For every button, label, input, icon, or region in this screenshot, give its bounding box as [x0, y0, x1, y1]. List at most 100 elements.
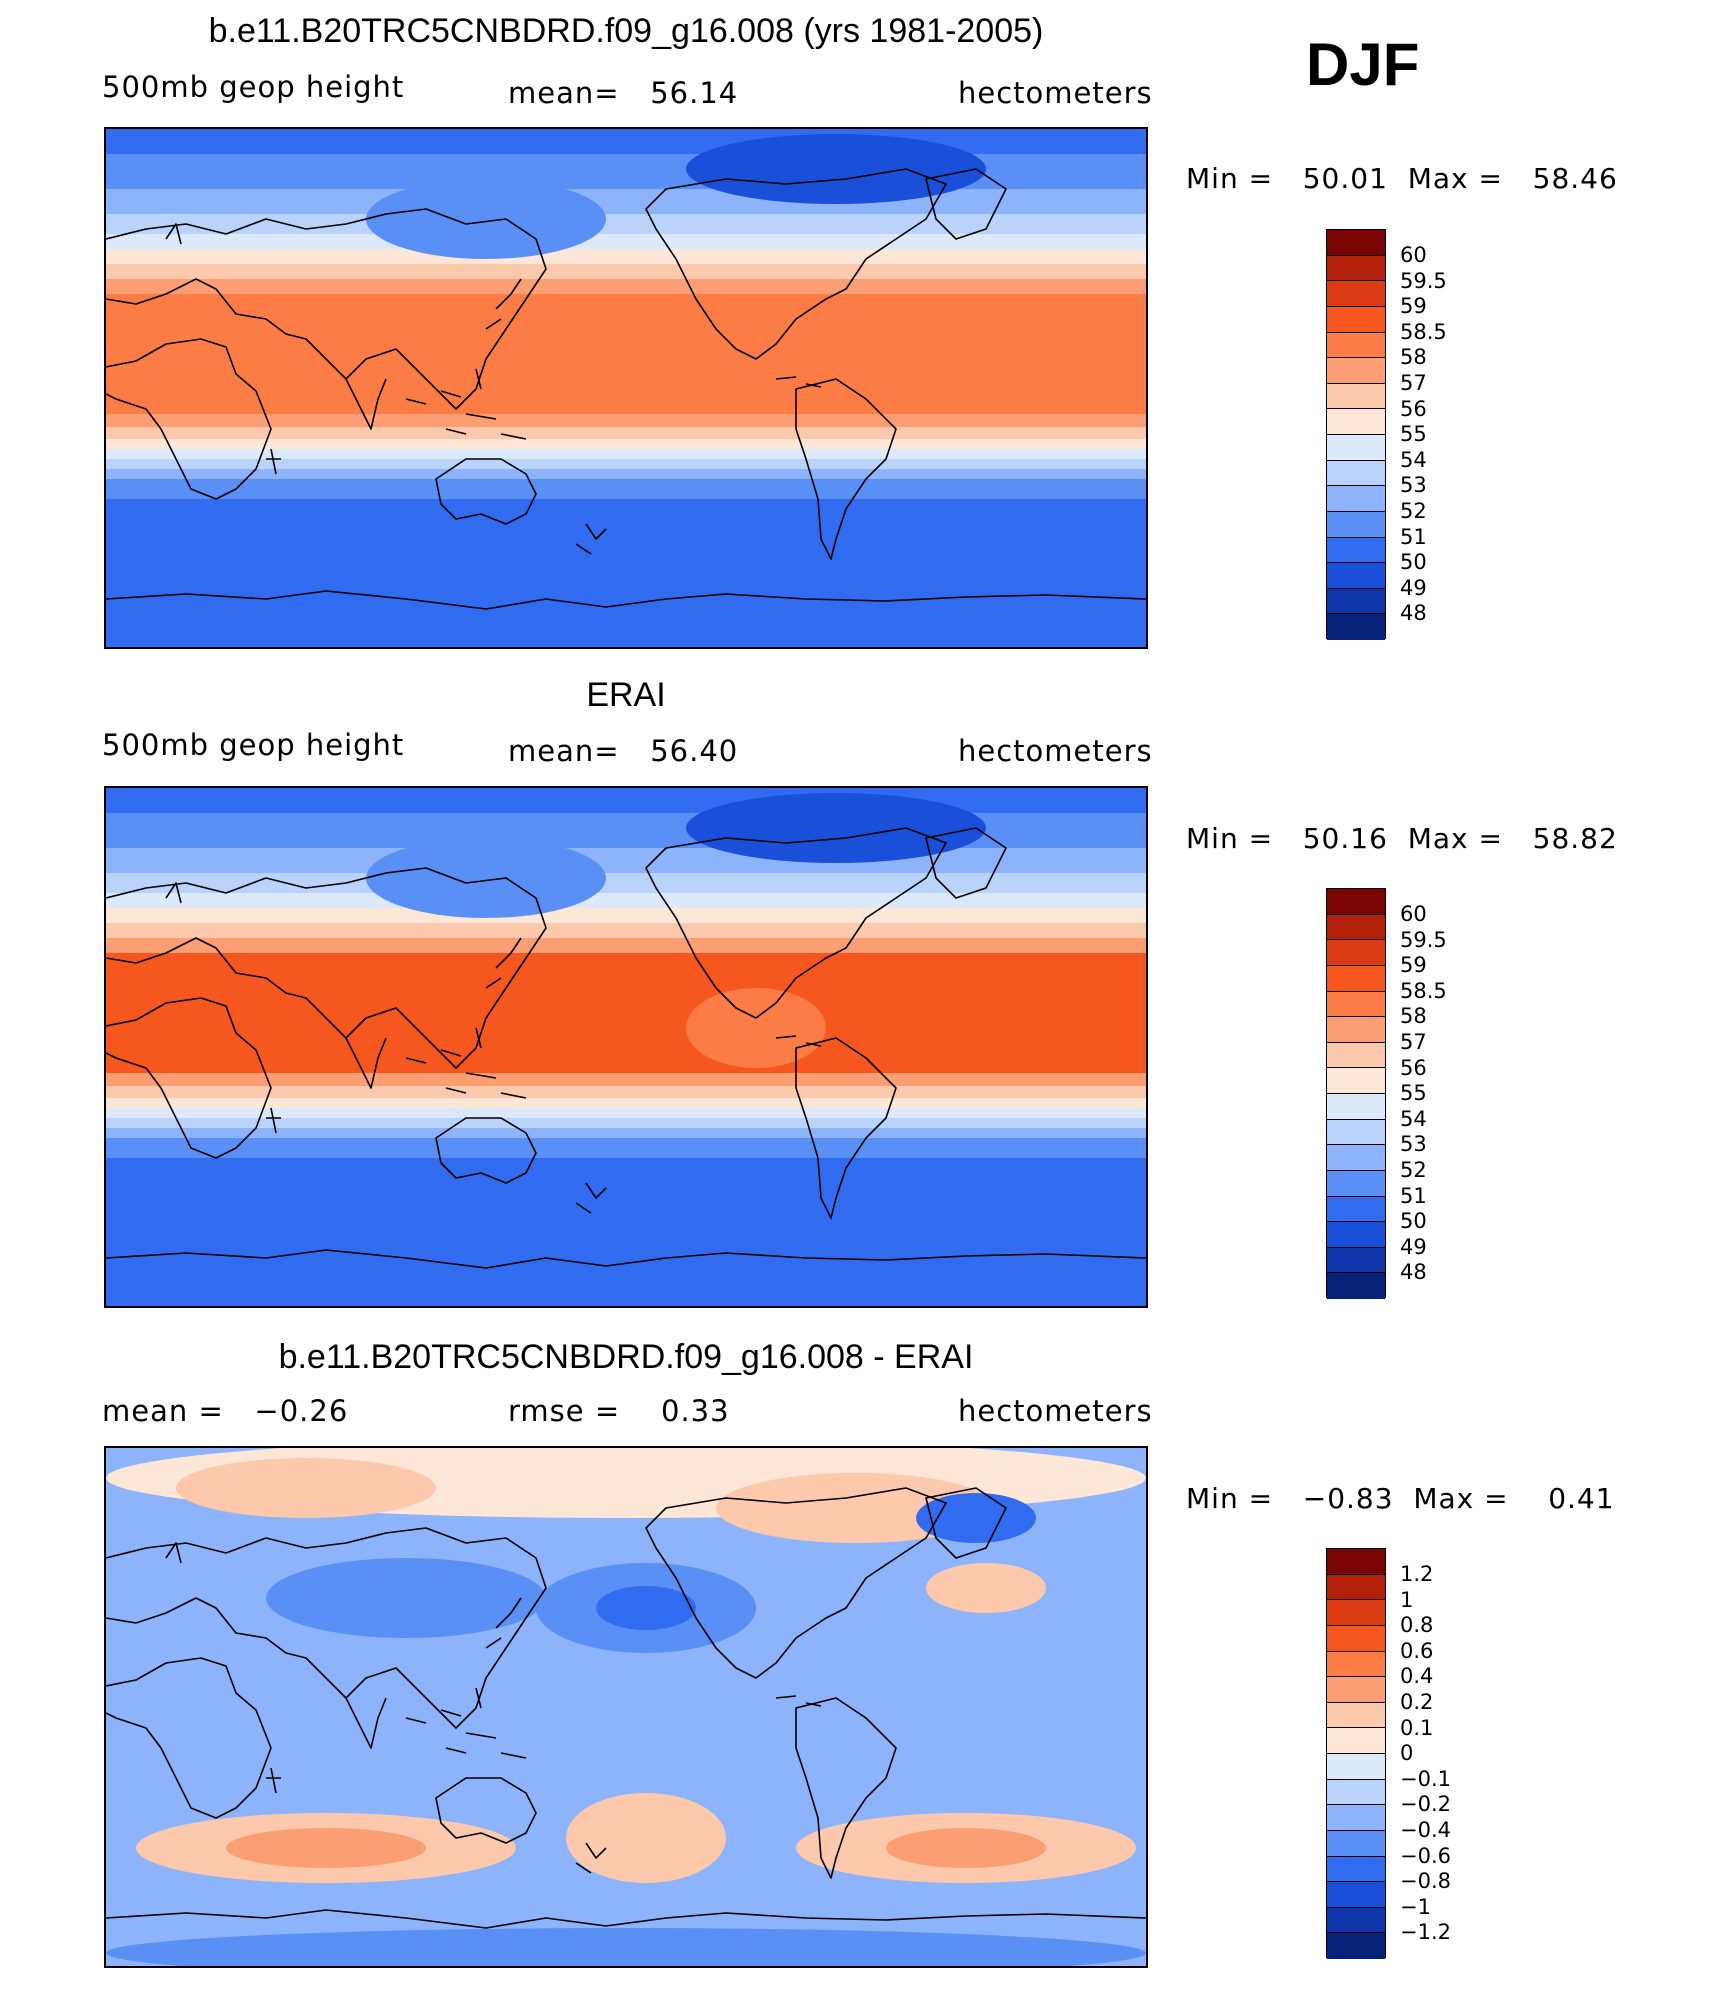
colorbar-segment — [1327, 1907, 1385, 1934]
colorbar-segment — [1327, 460, 1385, 487]
colorbar-segment — [1327, 1273, 1385, 1299]
colorbar-tick-label: 50 — [1400, 550, 1427, 575]
colorbar-segment — [1327, 1933, 1385, 1959]
colorbar-tick-label: 58 — [1400, 1004, 1427, 1029]
colorbar-segment — [1327, 332, 1385, 359]
colorbar-tick-label: 57 — [1400, 1029, 1427, 1054]
colorbar-segment — [1327, 991, 1385, 1018]
panel2-minmax: Min = 50.16 Max = 58.82 — [1186, 822, 1618, 855]
panel1-title: b.e11.B20TRC5CNBDRD.f09_g16.008 (yrs 198… — [208, 12, 1044, 50]
colorbar-tick-label: 0.4 — [1400, 1664, 1434, 1689]
panel3-map — [104, 1446, 1148, 1968]
colorbar-segment — [1327, 486, 1385, 512]
colorbar-segment — [1327, 563, 1385, 589]
panel3-minmax: Min = −0.83 Max = 0.41 — [1186, 1482, 1615, 1515]
colorbar-segment — [1327, 1754, 1385, 1780]
colorbar-tick-label: 52 — [1400, 498, 1427, 523]
colorbar-tick-label: 60 — [1400, 243, 1427, 267]
colorbar-tick-label: −0.2 — [1400, 1792, 1451, 1817]
panel3-mean-label: mean = −0.26 — [102, 1394, 349, 1428]
colorbar-segment — [1327, 965, 1385, 992]
colorbar-tick-label: 50 — [1400, 1209, 1427, 1234]
colorbar-tick-label: −1 — [1400, 1894, 1431, 1919]
colorbar-tick-label: 54 — [1400, 447, 1427, 472]
colorbar-tick-label: 1 — [1400, 1587, 1414, 1612]
panel3-colorbar — [1326, 1548, 1386, 1959]
colorbar-tick-label: 55 — [1400, 422, 1427, 447]
colorbar-segment — [1327, 306, 1385, 333]
colorbar-tick-label: 49 — [1400, 575, 1427, 600]
colorbar-tick-label: 49 — [1400, 1234, 1427, 1259]
panel1-map — [104, 127, 1148, 649]
colorbar-tick-label: 56 — [1400, 396, 1427, 421]
colorbar-tick-label: 52 — [1400, 1157, 1427, 1182]
colorbar-segment — [1327, 1119, 1385, 1146]
panel3-units-label: hectometers — [958, 1394, 1153, 1428]
colorbar-segment — [1327, 1068, 1385, 1094]
colorbar-tick-label: 57 — [1400, 370, 1427, 395]
panel2-map — [104, 786, 1148, 1308]
colorbar-segment — [1327, 1222, 1385, 1248]
colorbar-tick-label: −1.2 — [1400, 1920, 1451, 1945]
colorbar-tick-label: 48 — [1400, 601, 1427, 626]
panel2-mean-label: mean= 56.40 — [508, 734, 739, 768]
colorbar-tick-label: 59 — [1400, 953, 1427, 978]
colorbar-tick-label: 60 — [1400, 902, 1427, 926]
panel2-colorbar-labels: 60 59.5 59 58.5 58 57 56 55 54 53 52 51 50 49 48 — [1400, 902, 1447, 1286]
colorbar-segment — [1327, 435, 1385, 461]
colorbar-tick-label: 0.6 — [1400, 1638, 1434, 1663]
colorbar-tick-label: 0.2 — [1400, 1689, 1434, 1714]
colorbar-segment — [1327, 1882, 1385, 1908]
colorbar-segment — [1327, 889, 1385, 915]
colorbar-tick-label: 59.5 — [1400, 927, 1447, 952]
season-label: DJF — [1306, 31, 1420, 98]
panel2-title: ERAI — [586, 676, 666, 714]
panel1-mean-label: mean= 56.14 — [508, 76, 739, 110]
colorbar-tick-label: 53 — [1400, 1132, 1427, 1157]
colorbar-tick-label: −0.4 — [1400, 1817, 1451, 1842]
colorbar-segment — [1327, 588, 1385, 615]
colorbar-segment — [1327, 383, 1385, 410]
coastline — [106, 1487, 1146, 1929]
colorbar-tick-label: 1.2 — [1400, 1562, 1434, 1586]
coastline — [106, 168, 1146, 610]
colorbar-segment — [1327, 255, 1385, 282]
colorbar-tick-label: 59 — [1400, 294, 1427, 319]
colorbar-segment — [1327, 1094, 1385, 1120]
colorbar-segment — [1327, 1677, 1385, 1703]
colorbar-segment — [1327, 1017, 1385, 1043]
colorbar-segment — [1327, 1702, 1385, 1729]
coastline — [106, 827, 1146, 1269]
colorbar-segment — [1327, 614, 1385, 640]
panel1-colorbar-labels: 60 59.5 59 58.5 58 57 56 55 54 53 52 51 50 49 48 — [1400, 243, 1447, 627]
colorbar-segment — [1327, 1625, 1385, 1652]
colorbar-segment — [1327, 1779, 1385, 1806]
colorbar-segment — [1327, 1170, 1385, 1197]
colorbar-segment — [1327, 1196, 1385, 1223]
colorbar-segment — [1327, 281, 1385, 307]
colorbar-segment — [1327, 914, 1385, 941]
colorbar-tick-label: −0.6 — [1400, 1843, 1451, 1868]
colorbar-segment — [1327, 1042, 1385, 1069]
panel1-units-label: hectometers — [958, 76, 1153, 110]
colorbar-segment — [1327, 1247, 1385, 1274]
colorbar-tick-label: −0.8 — [1400, 1869, 1451, 1894]
colorbar-segment — [1327, 940, 1385, 966]
colorbar-segment — [1327, 409, 1385, 435]
colorbar-tick-label: 58 — [1400, 345, 1427, 370]
colorbar-tick-label: −0.1 — [1400, 1766, 1451, 1791]
colorbar-segment — [1327, 1145, 1385, 1171]
colorbar-tick-label: 51 — [1400, 524, 1427, 549]
colorbar-tick-label: 51 — [1400, 1183, 1427, 1208]
panel3-title: b.e11.B20TRC5CNBDRD.f09_g16.008 - ERAI — [278, 1338, 974, 1376]
colorbar-tick-label: 59.5 — [1400, 268, 1447, 293]
colorbar-segment — [1327, 358, 1385, 384]
colorbar-segment — [1327, 1600, 1385, 1626]
colorbar-tick-label: 54 — [1400, 1106, 1427, 1131]
colorbar-tick-label: 0.8 — [1400, 1613, 1434, 1638]
colorbar-segment — [1327, 1805, 1385, 1831]
panel3-colorbar-labels: 1.2 1 0.8 0.6 0.4 0.2 0.1 0 −0.1 −0.2 −0.4 −0.6 −0.8… — [1400, 1562, 1451, 1946]
panel2-colorbar — [1326, 888, 1386, 1299]
colorbar-tick-label: 0.1 — [1400, 1715, 1434, 1740]
colorbar-tick-label: 56 — [1400, 1055, 1427, 1080]
